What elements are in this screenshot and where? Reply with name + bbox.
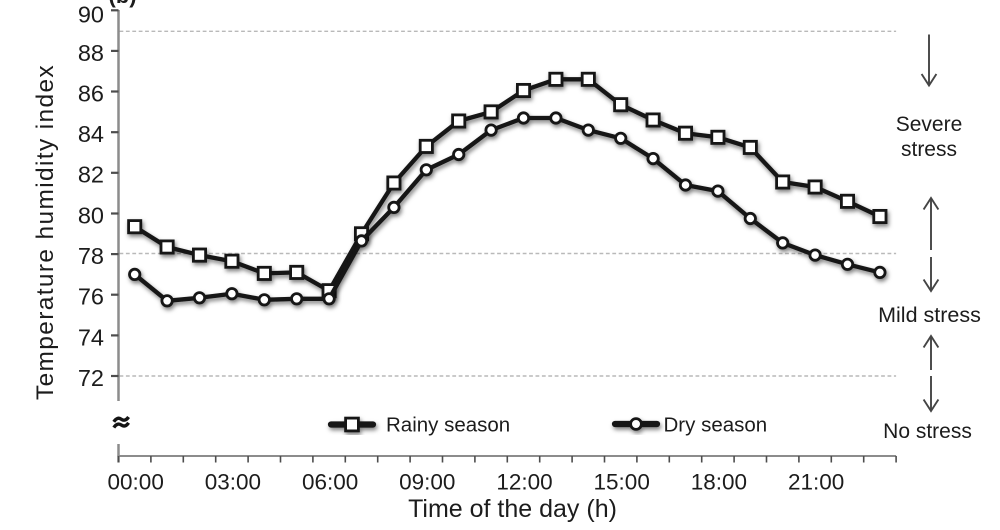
- svg-text:78: 78: [78, 243, 104, 269]
- svg-text:stress: stress: [901, 138, 957, 161]
- svg-text:03:00: 03:00: [205, 470, 261, 495]
- svg-text:72: 72: [78, 365, 104, 391]
- svg-text:80: 80: [78, 202, 104, 228]
- svg-text:No stress: No stress: [883, 420, 972, 443]
- svg-text:21:00: 21:00: [788, 470, 844, 495]
- svg-text:15:00: 15:00: [594, 470, 650, 495]
- svg-text:Dry season: Dry season: [664, 414, 768, 437]
- svg-text:06:00: 06:00: [302, 470, 358, 495]
- svg-text:Time of the day (h): Time of the day (h): [408, 495, 617, 523]
- svg-text:74: 74: [78, 324, 104, 350]
- svg-text:00:00: 00:00: [108, 470, 164, 495]
- svg-text:86: 86: [78, 80, 104, 106]
- svg-text:90: 90: [78, 2, 104, 28]
- svg-text:12:00: 12:00: [496, 470, 552, 495]
- svg-text:76: 76: [78, 284, 104, 310]
- svg-text:Severe: Severe: [896, 113, 963, 136]
- svg-text:(b): (b): [109, 0, 137, 8]
- svg-text:82: 82: [78, 162, 104, 188]
- svg-text:18:00: 18:00: [691, 470, 747, 495]
- svg-text:Temperature humidity index: Temperature humidity index: [32, 64, 59, 400]
- svg-text:88: 88: [78, 40, 104, 66]
- svg-text:09:00: 09:00: [399, 470, 455, 495]
- svg-text:Mild stress: Mild stress: [878, 303, 981, 327]
- svg-text:Rainy season: Rainy season: [386, 414, 510, 437]
- svg-text:84: 84: [78, 121, 104, 147]
